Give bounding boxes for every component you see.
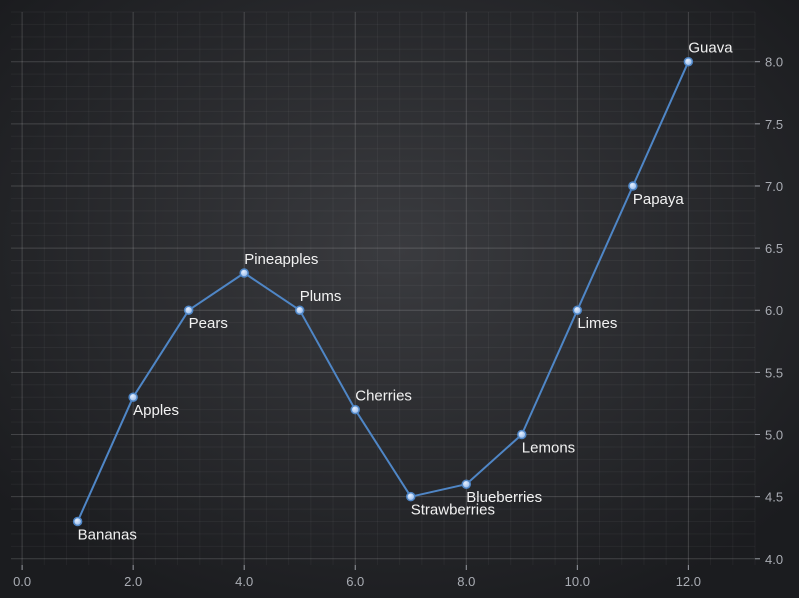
data-point-marker[interactable]: [517, 429, 527, 440]
y-tick-label: 5.5: [765, 365, 783, 380]
data-point-label: Limes: [577, 315, 617, 332]
data-point-marker[interactable]: [406, 491, 416, 502]
data-point-label: Blueberries: [466, 489, 542, 506]
major-grid: [11, 12, 755, 565]
data-point-label: Pears: [189, 315, 228, 332]
data-point-label: Papaya: [633, 191, 685, 208]
data-point-marker[interactable]: [183, 305, 194, 315]
y-tick-label: 7.0: [765, 179, 783, 194]
series-point-group: [72, 56, 694, 527]
data-point-marker[interactable]: [628, 181, 638, 191]
data-point-label: Guava: [688, 40, 733, 57]
data-point-marker[interactable]: [572, 305, 583, 315]
data-point-label: Bananas: [78, 527, 137, 544]
y-tick-label: 4.0: [765, 552, 783, 567]
y-tick-label: 5.0: [765, 428, 783, 443]
data-point-label: Strawberries: [411, 502, 495, 519]
x-tick-label: 4.0: [235, 574, 253, 589]
data-point-marker[interactable]: [294, 305, 305, 315]
data-point-marker[interactable]: [239, 268, 249, 278]
data-point-marker[interactable]: [461, 479, 472, 489]
data-point-marker[interactable]: [72, 516, 83, 527]
series-line-group: [76, 61, 690, 522]
x-tick-label: 2.0: [124, 574, 142, 589]
x-tick-label: 8.0: [457, 574, 475, 589]
x-tick-label: 10.0: [565, 574, 590, 589]
x-axis: 0.0 2.0 4.0 6.0 8.0 10.0 12.0: [13, 565, 701, 589]
data-point-label: Apples: [133, 402, 179, 419]
data-point-marker[interactable]: [350, 404, 360, 415]
data-point-marker[interactable]: [683, 56, 694, 67]
y-tick-label: 7.5: [765, 117, 783, 132]
y-tick-label: 8.0: [765, 55, 783, 70]
x-tick-label: 6.0: [346, 574, 364, 589]
y-axis: 4.0 4.5 5.0 5.5 6.0 6.5 7.0 7.5 8.0: [755, 55, 783, 567]
x-tick-label: 12.0: [676, 574, 701, 589]
point-label-group: Bananas Apples Pears Pineapples Plums Cherrie…: [78, 40, 734, 544]
data-point-label: Lemons: [522, 440, 575, 457]
series-line: [76, 61, 690, 522]
data-point-label: Plums: [300, 288, 342, 305]
y-tick-label: 4.5: [765, 490, 783, 505]
data-point-marker[interactable]: [128, 392, 138, 402]
x-tick-label: 0.0: [13, 574, 31, 589]
y-tick-label: 6.5: [765, 241, 783, 256]
data-point-label: Cherries: [355, 388, 412, 405]
data-point-label: Pineapples: [244, 251, 318, 268]
y-tick-label: 6.0: [765, 303, 783, 318]
